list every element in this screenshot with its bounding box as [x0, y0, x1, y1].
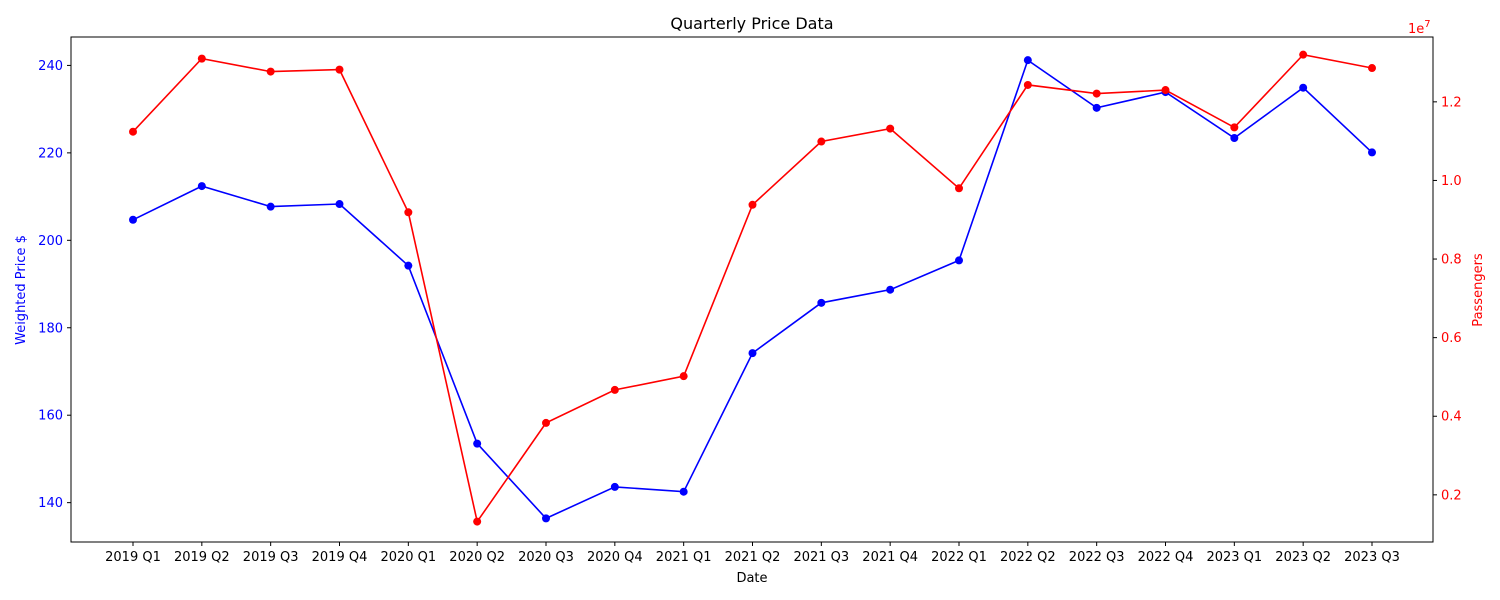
plot-area: 2019 Q1 2019 Q2 2019 Q3 2019 Q4 2020 Q1 2020 … [38, 50, 1462, 565]
data-point-weighted-price [1299, 83, 1308, 92]
data-point-weighted-price [542, 514, 550, 523]
x-tick-label: 2021 Q2 [725, 550, 781, 565]
data-point-passengers [1161, 86, 1170, 95]
data-point-passengers [129, 127, 137, 136]
left-y-tick-label: 240 [38, 59, 63, 74]
multiplier-base: 1e [1408, 22, 1424, 37]
x-tick-label: 2020 Q1 [380, 550, 436, 565]
chart-title: Quarterly Price Data [670, 14, 833, 33]
right-y-tick-label: 0.6 [1441, 331, 1462, 346]
x-tick-label: 2022 Q1 [931, 550, 987, 565]
data-point-passengers [817, 137, 826, 146]
data-point-passengers [1299, 50, 1308, 59]
data-point-passengers [1230, 123, 1239, 132]
data-point-passengers [1092, 89, 1101, 98]
x-tick-label: 2019 Q1 [105, 550, 161, 565]
data-point-passengers [679, 372, 688, 381]
x-tick-label: 2021 Q4 [862, 550, 918, 565]
x-tick-label: 2020 Q3 [518, 550, 574, 565]
x-tick-label: 2023 Q1 [1206, 550, 1262, 565]
data-point-passengers [197, 54, 206, 63]
data-point-passengers [542, 418, 550, 427]
data-point-weighted-price [335, 200, 344, 209]
x-tick-label: 2019 Q3 [243, 550, 299, 565]
x-tick-label: 2019 Q4 [312, 550, 368, 565]
left-y-tick-label: 140 [38, 496, 63, 511]
data-point-weighted-price [1368, 148, 1376, 157]
x-tick-label: 2021 Q1 [656, 550, 712, 565]
data-point-weighted-price [404, 261, 413, 270]
data-point-passengers [610, 385, 619, 394]
left-y-tick-label: 160 [38, 409, 63, 424]
x-axis-label: Date [736, 571, 767, 586]
x-tick-label: 2023 Q2 [1275, 550, 1331, 565]
data-point-weighted-price [266, 202, 275, 211]
data-point-weighted-price [955, 256, 963, 265]
data-point-weighted-price [679, 487, 688, 496]
data-point-weighted-price [748, 349, 757, 358]
data-point-passengers [1368, 64, 1376, 73]
data-point-weighted-price [817, 298, 826, 307]
left-y-tick-label: 200 [38, 234, 63, 249]
x-tick-label: 2020 Q2 [449, 550, 505, 565]
right-y-axis-label: Passengers [1471, 253, 1486, 327]
right-y-tick-label: 0.8 [1441, 253, 1462, 268]
right-y-tick-label: 1.2 [1441, 95, 1462, 110]
data-point-weighted-price [197, 182, 206, 191]
data-point-passengers [1023, 80, 1032, 89]
data-point-weighted-price [1092, 103, 1101, 112]
plot-frame [70, 36, 1434, 543]
x-tick-label: 2020 Q4 [587, 550, 643, 565]
multiplier-exponent: 7 [1424, 19, 1430, 30]
right-y-tick-label: 1.0 [1441, 174, 1462, 189]
right-y-tick-label: 0.2 [1441, 488, 1462, 503]
data-point-passengers [886, 124, 895, 133]
left-y-axis-label: Weighted Price $ [14, 235, 29, 345]
data-point-passengers [748, 200, 757, 209]
left-y-tick-label: 180 [38, 321, 63, 336]
x-tick-label: 2022 Q3 [1069, 550, 1125, 565]
right-y-tick-label: 0.4 [1441, 410, 1462, 425]
data-point-weighted-price [1230, 134, 1239, 142]
x-tick-label: 2021 Q3 [793, 550, 849, 565]
x-tick-label: 2023 Q3 [1344, 550, 1400, 565]
data-point-weighted-price [129, 215, 137, 224]
left-y-tick-label: 220 [38, 146, 63, 161]
right-axis-multiplier: 1e7 [1408, 19, 1431, 37]
data-point-passengers [335, 65, 344, 74]
data-point-passengers [404, 208, 413, 217]
x-tick-label: 2022 Q2 [1000, 550, 1056, 565]
data-point-weighted-price [473, 439, 482, 448]
data-point-passengers [955, 184, 963, 193]
x-tick-label: 2022 Q4 [1138, 550, 1194, 565]
data-point-weighted-price [886, 285, 895, 294]
x-tick-label: 2019 Q2 [174, 550, 230, 565]
data-point-passengers [473, 517, 482, 526]
data-point-weighted-price [1023, 56, 1032, 65]
data-point-passengers [266, 67, 275, 76]
data-point-weighted-price [610, 482, 619, 491]
